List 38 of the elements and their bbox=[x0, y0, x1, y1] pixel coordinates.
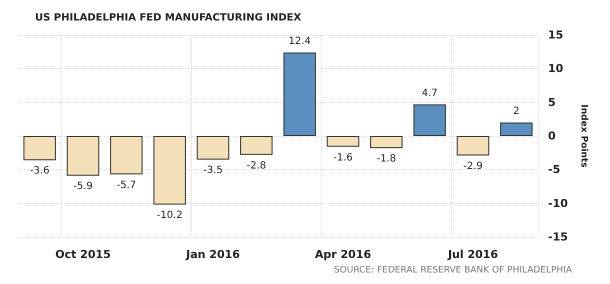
data-label: -5.9 bbox=[73, 181, 93, 192]
data-label: 2 bbox=[513, 106, 520, 118]
y-tick-label: 10 bbox=[548, 62, 564, 76]
bar bbox=[456, 136, 490, 156]
bar bbox=[240, 136, 273, 155]
data-label: -1.6 bbox=[333, 152, 353, 164]
x-tick-label: Oct 2015 bbox=[55, 248, 111, 261]
x-tick-label: Jan 2016 bbox=[185, 248, 240, 261]
y-tick-label: 15 bbox=[548, 28, 564, 42]
data-label: -3.5 bbox=[203, 165, 223, 176]
y-tick-label: -10 bbox=[548, 196, 568, 210]
y-tick-label: -15 bbox=[548, 230, 568, 244]
bar bbox=[326, 136, 360, 147]
data-label: -10.2 bbox=[156, 210, 183, 222]
data-label: 12.4 bbox=[288, 36, 311, 48]
bar bbox=[500, 122, 533, 136]
bar bbox=[23, 136, 56, 160]
y-tick-label: -5 bbox=[548, 163, 560, 176]
bar bbox=[110, 136, 143, 174]
data-label: 4.7 bbox=[422, 88, 438, 99]
bar bbox=[370, 136, 403, 148]
bar bbox=[153, 136, 186, 205]
data-label: -3.6 bbox=[30, 166, 50, 177]
bar bbox=[66, 136, 100, 176]
data-label: -1.8 bbox=[376, 154, 396, 165]
x-tick-label: Apr 2016 bbox=[314, 248, 372, 261]
data-label: -2.9 bbox=[463, 161, 483, 172]
y-tick-label: 5 bbox=[548, 96, 556, 109]
y-tick-label: 0 bbox=[548, 130, 556, 142]
bar bbox=[413, 104, 446, 136]
bar bbox=[196, 136, 230, 160]
data-label: -2.8 bbox=[246, 160, 266, 172]
chart-title: US PHILADELPHIA FED MANUFACTURING INDEX bbox=[35, 12, 302, 24]
data-label: -5.7 bbox=[116, 180, 136, 191]
bar bbox=[283, 52, 316, 136]
y-axis-title: Index Points bbox=[578, 104, 588, 168]
x-tick-label: Jul 2016 bbox=[446, 248, 498, 261]
source-note: SOURCE: FEDERAL RESERVE BANK OF PHILADELPHIA bbox=[334, 266, 573, 276]
